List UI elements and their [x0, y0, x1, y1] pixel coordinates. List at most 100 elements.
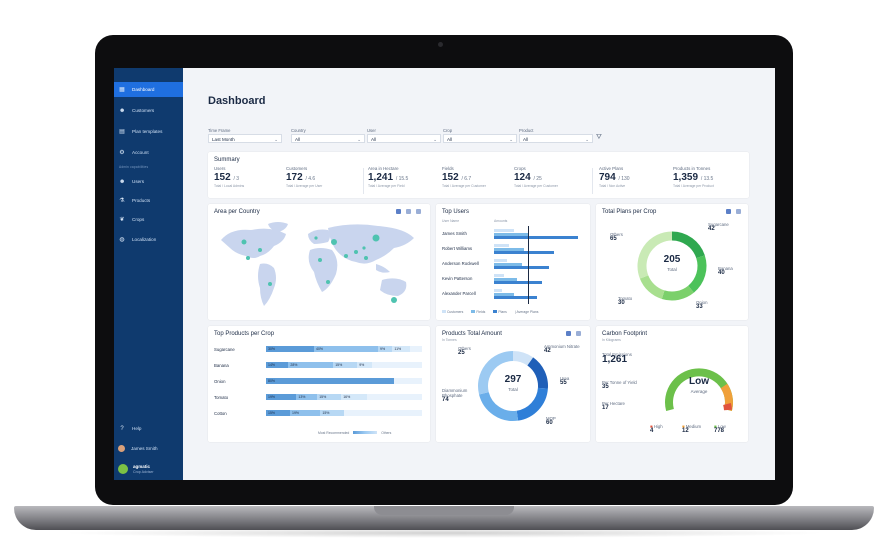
chart-view-icon[interactable] — [726, 209, 731, 214]
flask-icon: ⚗ — [119, 197, 125, 204]
donut-slice — [671, 231, 705, 259]
crop-label: Tomato — [214, 395, 229, 400]
legend-average-plans: | Average Plans — [514, 310, 539, 314]
brand-name: agmatic — [133, 464, 151, 469]
average-line — [528, 226, 529, 304]
stat-customers: Customers 172 / 4.6 Total / Average per Us… — [286, 166, 323, 188]
legend-plans: Plans — [493, 310, 507, 314]
chevron-down-icon: ⌄ — [357, 137, 361, 142]
product-segment: 30% — [266, 346, 314, 352]
label-diammonium-phosphate: Diammonium Phosphate 74 — [442, 388, 468, 403]
document-icon: ▤ — [119, 128, 125, 135]
product-segment: 15% — [320, 410, 345, 416]
top-users-legend: Customers Fields Plans | Average Plans — [442, 310, 590, 314]
user-bar — [494, 251, 554, 254]
chevron-down-icon: ⌄ — [585, 137, 589, 142]
product-segment: 15% — [317, 394, 342, 400]
table-view-icon[interactable] — [406, 209, 411, 214]
world-map — [221, 222, 414, 306]
page-title: Dashboard — [208, 95, 266, 107]
label-ammonium-nitrate: Ammonium Nitrate 42 — [544, 344, 580, 354]
table-row: James Smith — [436, 228, 590, 242]
chart-view-icon[interactable] — [416, 209, 421, 214]
product-segment-others — [371, 362, 422, 368]
sidebar-item-plan-templates[interactable]: ▤ Plan templates — [119, 128, 163, 135]
product-segment-others — [394, 378, 422, 384]
label-urea: Urea 55 — [560, 376, 570, 386]
products-total-title: Products Total Amount — [442, 331, 502, 337]
users-icon: ☻ — [119, 178, 126, 185]
carbon-gauge — [665, 368, 733, 412]
product-segment: 19% — [290, 410, 321, 416]
stat-products: Products in Tonnes 1,359 / 13.5 Total / Av… — [673, 166, 714, 188]
time-frame-select[interactable]: Last Month ⌄ — [208, 134, 282, 143]
table-row: Robert Williams — [436, 243, 590, 257]
sidebar-item-help[interactable]: ? Help — [120, 425, 142, 432]
crop-select[interactable]: All ⌄ — [443, 134, 517, 143]
filter-label-time-frame: Time Frame — [208, 128, 231, 133]
sidebar-item-customers[interactable]: ☻ Customers — [119, 107, 155, 114]
donut-slice — [639, 275, 665, 299]
product-segment: 19% — [266, 394, 297, 400]
product-segment: 40% — [314, 346, 378, 352]
total-plans-total-label: Total — [667, 267, 677, 272]
legend-customers: Customers — [442, 310, 463, 314]
crop-label: Banana — [214, 363, 229, 368]
sidebar-item-users[interactable]: ☻ Users — [119, 178, 144, 185]
carbon-title: Carbon Footprint — [602, 331, 648, 337]
label-onion: Onion 33 — [696, 300, 708, 310]
label-sugarcane: Sugarcane 42 — [708, 222, 729, 232]
products-total-donut — [478, 351, 548, 421]
gauge-sub: Average — [690, 389, 708, 394]
sidebar-item-localization[interactable]: ◍ Localization — [119, 236, 157, 243]
product-select[interactable]: All ⌄ — [519, 134, 593, 143]
user-name: Alexander Parcell — [442, 291, 476, 296]
product-segment: 14% — [266, 362, 289, 368]
user-bar — [494, 247, 524, 251]
user-name: Anderson Rockwell — [442, 261, 479, 266]
top-products-card: Top Products per Crop Sugarcane 30% 40% 9% 1… — [208, 326, 430, 442]
user-bar — [494, 232, 529, 236]
donut-slice — [687, 255, 707, 293]
avatar — [118, 445, 125, 452]
laptop-shadow — [60, 528, 828, 538]
user-name: James Smith — [442, 231, 467, 236]
product-segment: 15% — [333, 362, 358, 368]
summary-title: Summary — [214, 157, 240, 163]
total-emissions: Total Emissions 1,261 — [602, 352, 632, 365]
sidebar-item-products[interactable]: ⚗ Products — [119, 197, 151, 204]
chart-view-icon[interactable] — [566, 331, 571, 336]
crop-label: Sugarcane — [214, 347, 235, 352]
sidebar-user[interactable]: James Smith — [114, 441, 183, 456]
total-plans-title: Total Plans per Crop — [602, 209, 657, 215]
chevron-down-icon: ⌄ — [509, 137, 513, 142]
top-users-col-amount: Amounts — [494, 219, 508, 223]
label-banana: Banana 40 — [718, 266, 733, 276]
crop-label: Cotton — [214, 411, 227, 416]
area-per-country-title: Area per Country — [214, 209, 260, 215]
product-segment: 28% — [288, 362, 334, 368]
user-bar — [494, 281, 542, 284]
sidebar-item-crops[interactable]: ❦ Crops — [119, 216, 145, 223]
filter-label-crop: Crop — [443, 128, 453, 133]
user-select[interactable]: All ⌄ — [367, 134, 441, 143]
user-bar — [494, 244, 509, 247]
sidebar-item-account[interactable]: ⚙ Account — [119, 149, 149, 156]
table-row: Alexander Parcell — [436, 288, 590, 302]
area-per-country-card: Area per Country — [208, 204, 430, 320]
clear-filter-icon[interactable]: ⛛ — [596, 134, 602, 141]
stat-area: Area in Hectare 1,241 / 15.5 Total / Avera… — [368, 166, 409, 188]
product-segment: 80% — [266, 378, 394, 384]
user-name: Kevin Patterson — [442, 276, 473, 281]
gauge-value: Low — [689, 376, 709, 387]
map-view-icon[interactable] — [396, 209, 401, 214]
country-select[interactable]: All ⌄ — [291, 134, 365, 143]
table-view-icon[interactable] — [736, 209, 741, 214]
product-segment: 16% — [341, 394, 367, 400]
table-view-icon[interactable] — [576, 331, 581, 336]
sidebar-item-dashboard[interactable]: ▦ Dashboard — [114, 82, 183, 97]
per-hectare: Per Hectare 17 — [602, 401, 625, 411]
product-segment: 13% — [296, 394, 318, 400]
globe-icon: ◍ — [119, 236, 125, 243]
donut-slice — [478, 351, 514, 395]
